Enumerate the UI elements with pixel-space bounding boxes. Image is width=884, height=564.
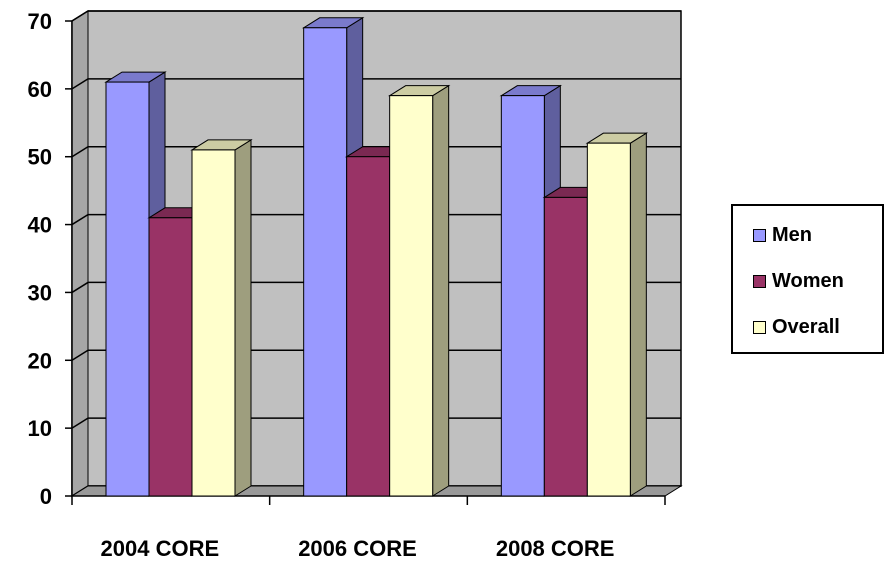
bar-front [191,149,236,497]
bar-front [586,142,631,497]
y-tick-label: 50 [28,145,52,170]
bar-side [629,132,647,497]
legend-swatch-overall [753,320,766,334]
y-tick-labels: 0 10 20 30 40 50 60 70 [28,9,52,509]
y-tick-label: 10 [28,416,52,441]
x-tick-label: 2008 CORE [496,536,615,561]
bars [104,16,649,497]
gridline [71,10,681,22]
y-tick-label: 30 [28,280,52,305]
gridline [71,417,681,429]
bar-overall-3 [585,132,649,497]
bar-overall-2 [387,84,451,497]
bar-front [148,217,193,497]
legend-swatch-women [753,274,766,288]
legend-item-overall: Overall [753,315,840,339]
x-tick-labels: 2004 CORE 2006 CORE 2008 CORE [101,536,615,561]
y-tick-label: 20 [28,348,52,373]
gridline [71,349,681,361]
legend: Men Women Overall [731,204,884,354]
legend-label-men: Men [772,223,812,246]
legend-label-overall: Overall [772,315,840,338]
bar-side [234,139,252,497]
gridline [71,78,681,90]
bar-front [543,196,588,497]
y-tick-label: 0 [40,484,52,509]
bar-front [346,156,391,497]
x-tick-label: 2006 CORE [298,536,417,561]
gridline [71,281,681,294]
bar-front [500,95,545,497]
legend-swatch-men [753,228,766,242]
y-tick-label: 40 [28,213,52,238]
bar-front [303,27,348,497]
x-tick-label: 2004 CORE [101,536,220,561]
legend-item-men: Men [753,223,812,247]
y-tick-label: 60 [28,77,52,102]
bar-side [432,84,450,497]
gridline [71,145,681,158]
bar-overall-1 [190,139,253,497]
y-tick-label: 70 [28,9,52,34]
bar-front [105,81,150,497]
legend-item-women: Women [753,269,844,293]
gridline [71,213,681,226]
bar-front [389,95,434,497]
legend-label-women: Women [772,269,844,292]
